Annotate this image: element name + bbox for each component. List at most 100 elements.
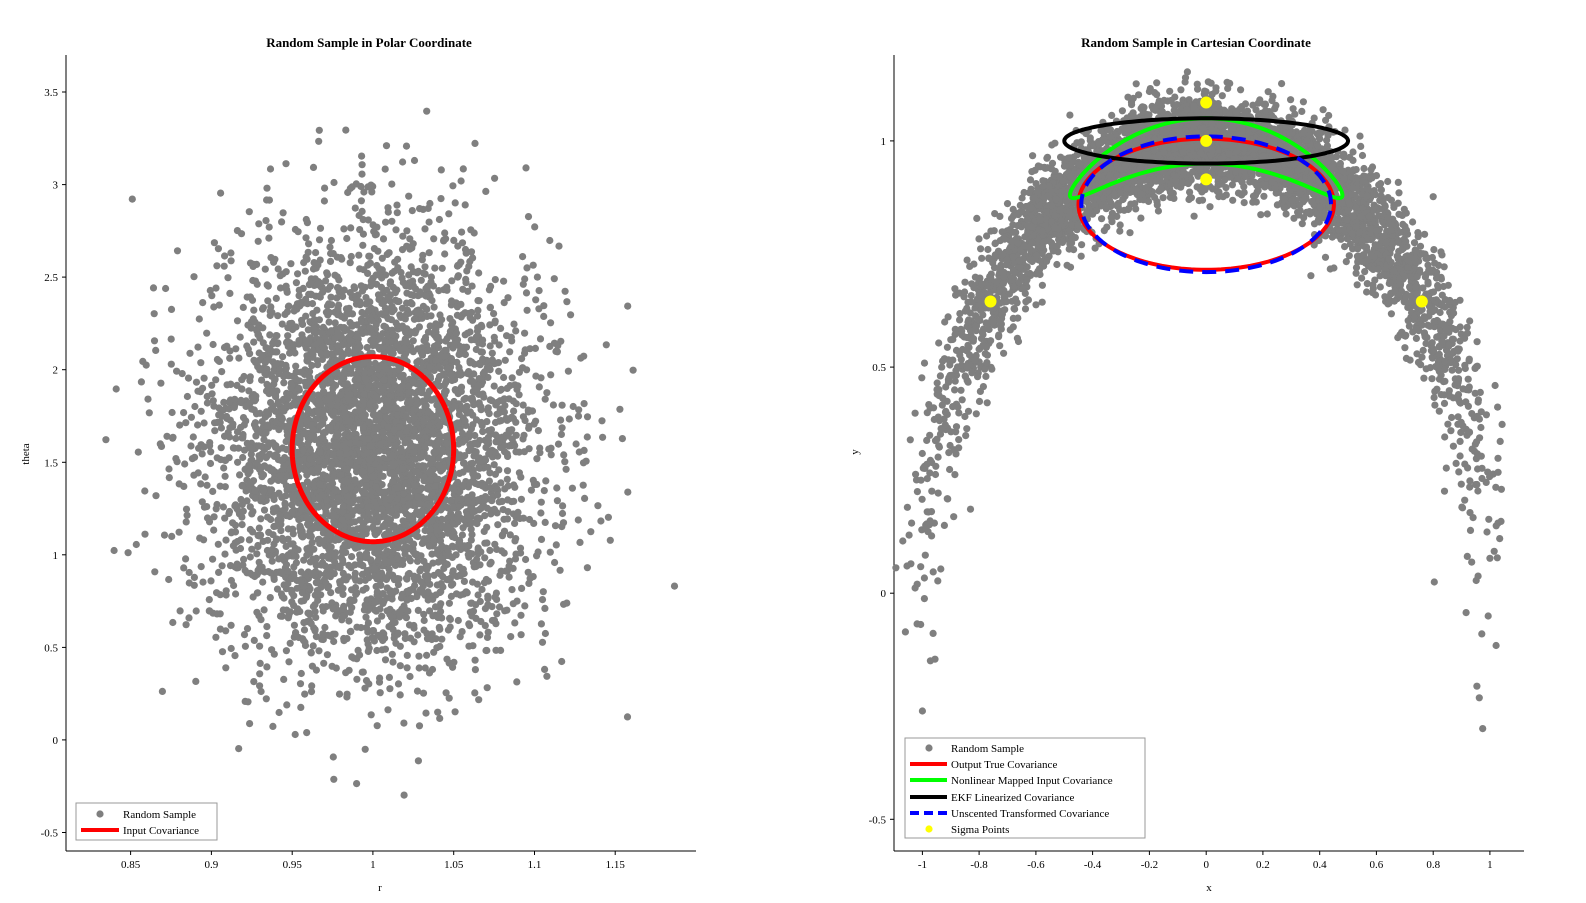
scatter-point (398, 304, 406, 312)
scatter-point (422, 292, 430, 300)
scatter-point (616, 405, 624, 413)
scatter-point (539, 588, 547, 596)
scatter-point (284, 332, 292, 340)
scatter-point (339, 590, 347, 599)
scatter-point (372, 341, 380, 349)
scatter-point (547, 371, 555, 379)
scatter-point (403, 227, 411, 235)
scatter-point (212, 633, 220, 641)
scatter-point (488, 356, 496, 364)
scatter-point (469, 397, 477, 405)
scatter-point (263, 281, 271, 289)
scatter-point (374, 548, 382, 556)
scatter-point (231, 652, 239, 660)
scatter-point (486, 396, 494, 404)
scatter-point (536, 444, 544, 452)
scatter-point (398, 447, 406, 455)
scatter-point (547, 451, 555, 459)
scatter-point (364, 216, 372, 224)
scatter-point (280, 379, 288, 387)
scatter-point (563, 599, 571, 607)
scatter-point (330, 501, 338, 509)
scatter-point (421, 333, 430, 342)
scatter-point (237, 495, 245, 504)
scatter-point (244, 345, 252, 353)
scatter-point (475, 269, 483, 277)
scatter-point (270, 441, 279, 449)
scatter-point (295, 384, 303, 392)
scatter-point (473, 515, 481, 523)
scatter-point (372, 483, 380, 491)
scatter-point (249, 395, 257, 403)
scatter-point (500, 277, 508, 285)
scatter-point (413, 400, 421, 408)
scatter-point (185, 614, 193, 622)
scatter-point (522, 289, 531, 297)
scatter-point (229, 420, 237, 428)
scatter-point (218, 562, 226, 570)
scatter-point (468, 612, 476, 620)
scatter-point (237, 230, 246, 238)
scatter-point (511, 537, 519, 545)
scatter-point (389, 451, 397, 460)
scatter-point (340, 324, 348, 332)
scatter-point (490, 333, 498, 341)
scatter-point (406, 557, 414, 565)
scatter-point (263, 623, 271, 631)
scatter-point (456, 371, 465, 379)
scatter-point (343, 466, 351, 474)
scatter-point (439, 543, 447, 551)
scatter-point (670, 582, 679, 590)
scatter-point (258, 473, 266, 481)
scatter-point (167, 335, 175, 343)
scatter-point (213, 355, 221, 364)
scatter-point (345, 617, 353, 625)
scatter-point (388, 217, 396, 225)
scatter-point (401, 439, 409, 447)
scatter-point (341, 486, 349, 494)
scatter-point (157, 442, 166, 450)
scatter-point (346, 596, 355, 604)
scatter-point (477, 403, 485, 411)
scatter-point (377, 581, 385, 589)
scatter-point (441, 229, 449, 237)
scatter-point (415, 652, 423, 660)
scatter-point (299, 636, 307, 644)
scatter-point (245, 461, 253, 469)
scatter-point (382, 413, 391, 421)
scatter-point (247, 444, 255, 452)
scatter-point (500, 373, 508, 382)
scatter-point (535, 287, 543, 295)
scatter-point (435, 431, 444, 439)
scatter-point (442, 379, 450, 387)
scatter-point (217, 456, 225, 464)
scatter-point (480, 579, 489, 587)
scatter-point (242, 402, 250, 410)
scatter-point (445, 210, 453, 218)
scatter-point (372, 434, 380, 442)
scatter-point (379, 235, 388, 243)
scatter-point (546, 548, 554, 556)
scatter-point (355, 496, 363, 504)
scatter-point (381, 645, 389, 653)
scatter-point (565, 415, 573, 423)
scatter-point (261, 429, 269, 438)
scatter-point (359, 283, 367, 291)
scatter-point (234, 444, 243, 452)
scatter-point (370, 245, 378, 253)
scatter-point (255, 524, 263, 532)
left-chart: Random Sample in Polar Coordinate 0.85 0.… (20, 35, 696, 894)
scatter-point (230, 581, 238, 590)
scatter-point (201, 473, 209, 481)
scatter-point (236, 471, 244, 479)
scatter-point (324, 474, 332, 483)
scatter-point (211, 427, 219, 435)
scatter-point (277, 472, 285, 480)
scatter-point (342, 126, 350, 134)
scatter-point (165, 575, 173, 584)
scatter-point (458, 531, 466, 539)
scatter-point (474, 324, 482, 332)
scatter-point (451, 708, 459, 716)
scatter-point (234, 458, 242, 466)
scatter-point (420, 418, 428, 426)
